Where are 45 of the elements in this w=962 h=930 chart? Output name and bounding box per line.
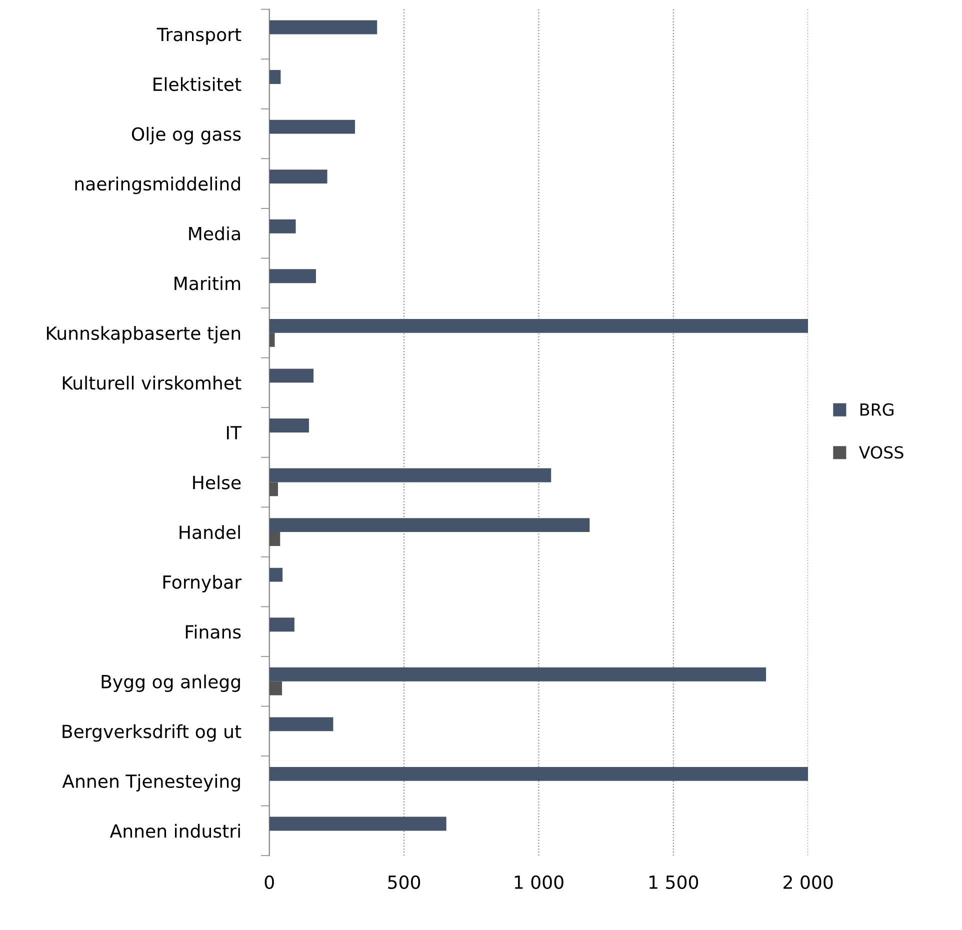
- x-tick-label: 0: [264, 875, 274, 890]
- y-tick-label: Handel: [180, 525, 240, 540]
- bar: [269, 518, 590, 532]
- bar: [269, 20, 378, 34]
- y-tick-label: Kulturell virskomhet: [62, 376, 242, 390]
- legend-label: BRG: [860, 403, 894, 416]
- bar: [269, 667, 766, 682]
- bar: [269, 368, 314, 383]
- y-tick-label: Media: [189, 226, 240, 240]
- bar: [269, 482, 278, 496]
- bar: [269, 568, 283, 582]
- y-tick-label: Finans: [186, 624, 241, 639]
- bar: [269, 70, 281, 84]
- bar: [269, 816, 446, 831]
- bar: [269, 219, 296, 234]
- y-tick-label: Annen Tjenesteying: [62, 774, 240, 792]
- x-tick-label: 500: [388, 875, 420, 890]
- bar: [269, 418, 309, 432]
- bar: [269, 120, 356, 134]
- x-tick-label: 1 500: [650, 875, 698, 890]
- y-tick-label: Fornybar: [163, 574, 242, 592]
- bar: [269, 766, 808, 781]
- y-tick-label: naeringsmiddelind: [75, 176, 240, 194]
- bar: [269, 170, 328, 184]
- bar: [269, 468, 552, 482]
- y-tick-label: Annen industri: [110, 824, 240, 838]
- y-tick-label: Bergverksdrift og ut: [62, 724, 242, 742]
- bar: [269, 269, 316, 284]
- legend-label: VOSS: [858, 446, 904, 459]
- y-tick-label: Maritim: [174, 276, 240, 290]
- y-tick-label: Elektisitet: [154, 77, 242, 92]
- y-tick-label: Kunnskapbaserte tjen: [46, 326, 240, 344]
- y-tick-label: Bygg og anlegg: [102, 674, 240, 692]
- y-tick-label: Helse: [193, 475, 241, 490]
- y-tick-label: Olje og gass: [132, 126, 241, 144]
- y-tick-label: Transport: [156, 28, 242, 45]
- x-tick-label: 2 000: [784, 875, 833, 890]
- bar: [269, 532, 280, 546]
- bar: [269, 681, 282, 696]
- y-tick-label: IT: [227, 426, 242, 440]
- bar: [269, 332, 275, 347]
- bar: [269, 618, 294, 632]
- bar: [269, 717, 334, 732]
- bar: [269, 318, 808, 333]
- x-tick-label: 1 000: [514, 875, 564, 890]
